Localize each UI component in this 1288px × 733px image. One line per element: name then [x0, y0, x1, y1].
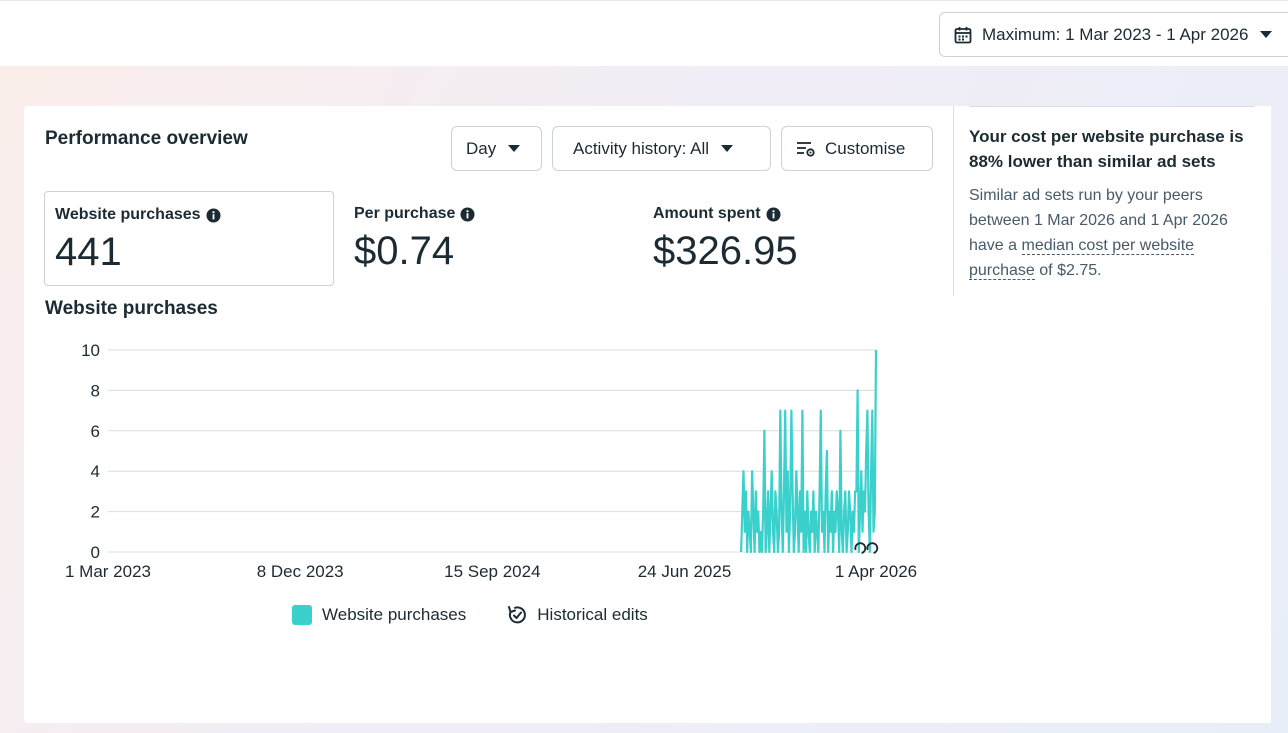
- historical-edit-icon: [508, 606, 527, 624]
- metric-amount-spent[interactable]: Amount spent $326.95: [643, 191, 933, 286]
- x-tick-label: 1 Apr 2026: [835, 562, 917, 581]
- calendar-icon: [954, 26, 972, 43]
- website-purchases-chart: 0 2 4 6 8 10 1 Mar 2023 8 Dec 2023 15 Sep 2024 24…: [65, 341, 917, 581]
- median-cost-term[interactable]: median cost per website purchase: [969, 237, 1195, 280]
- activity-history-dropdown[interactable]: Activity history: All: [552, 126, 771, 171]
- y-tick-label: 4: [91, 462, 100, 481]
- customise-label: Customise: [825, 138, 906, 158]
- metric-per-purchase[interactable]: Per purchase $0.74: [344, 191, 634, 286]
- insight-body: Similar ad sets run by your peers betwee…: [969, 183, 1259, 283]
- performance-overview-card: Performance overview Day Activity histor…: [24, 106, 953, 723]
- y-tick-label: 8: [91, 381, 100, 400]
- metric-value: 441: [55, 230, 122, 274]
- date-range-label: Maximum: 1 Mar 2023 - 1 Apr 2026: [982, 24, 1249, 44]
- metric-website-purchases[interactable]: Website purchases 441: [44, 191, 334, 286]
- info-icon[interactable]: [460, 207, 475, 222]
- metric-label: Per purchase: [354, 205, 475, 223]
- card-title: Performance overview: [45, 128, 248, 149]
- y-tick-label: 0: [91, 543, 100, 562]
- activity-history-label: Activity history: All: [573, 138, 710, 158]
- historical-edit-icon: [866, 542, 879, 554]
- historical-edit-marker: [854, 542, 867, 554]
- chevron-down-icon: [721, 144, 734, 152]
- insight-headline: Your cost per website purchase is 88% lo…: [969, 127, 1244, 171]
- metric-label: Amount spent: [653, 205, 781, 223]
- y-tick-label: 10: [81, 341, 100, 360]
- legend-item-historical-edits[interactable]: Historical edits: [506, 604, 648, 626]
- metric-label-text: Amount spent: [653, 205, 761, 222]
- metric-label-text: Website purchases: [55, 206, 201, 223]
- y-tick-label: 6: [91, 422, 100, 441]
- chevron-down-icon: [508, 144, 521, 152]
- day-dropdown-label: Day: [466, 138, 497, 158]
- metric-label: Website purchases: [55, 206, 221, 224]
- metric-value: $326.95: [653, 229, 798, 273]
- historical-edit-icon: [854, 542, 867, 554]
- day-dropdown[interactable]: Day: [451, 126, 542, 171]
- divider: [969, 106, 1255, 107]
- metric-value: $0.74: [354, 229, 455, 273]
- x-tick-label: 15 Sep 2024: [444, 562, 540, 581]
- legend-item-website-purchases[interactable]: Website purchases: [292, 605, 466, 625]
- info-icon[interactable]: [766, 207, 781, 222]
- customise-settings-icon: [797, 141, 815, 157]
- historical-edit-marker: [866, 542, 879, 554]
- legend-label: Historical edits: [537, 605, 648, 624]
- chart-title: Website purchases: [45, 298, 218, 319]
- metric-label-text: Per purchase: [354, 205, 456, 222]
- divider: [953, 106, 954, 296]
- y-tick-label: 2: [91, 503, 100, 522]
- x-tick-label: 24 Jun 2025: [638, 562, 732, 581]
- legend-label: Website purchases: [322, 605, 467, 624]
- insight-body-text-end: of $2.75.: [1039, 262, 1102, 279]
- customise-button[interactable]: Customise: [781, 126, 933, 171]
- x-tick-label: 8 Dec 2023: [257, 562, 344, 581]
- legend-swatch: [292, 605, 312, 625]
- series-line-website-purchases: [740, 349, 878, 554]
- date-range-picker[interactable]: Maximum: 1 Mar 2023 - 1 Apr 2026: [939, 12, 1288, 57]
- insight-body-text: Similar ad sets run by your peers betwee…: [969, 187, 1228, 254]
- top-bar: Maximum: 1 Mar 2023 - 1 Apr 2026: [0, 0, 1288, 66]
- x-tick-label: 1 Mar 2023: [65, 562, 151, 581]
- chevron-down-icon: [1260, 30, 1273, 38]
- info-icon[interactable]: [206, 208, 221, 223]
- insight-panel: Your cost per website purchase is 88% lo…: [953, 106, 1271, 723]
- chart-legend: Website purchases Historical edits: [292, 604, 688, 626]
